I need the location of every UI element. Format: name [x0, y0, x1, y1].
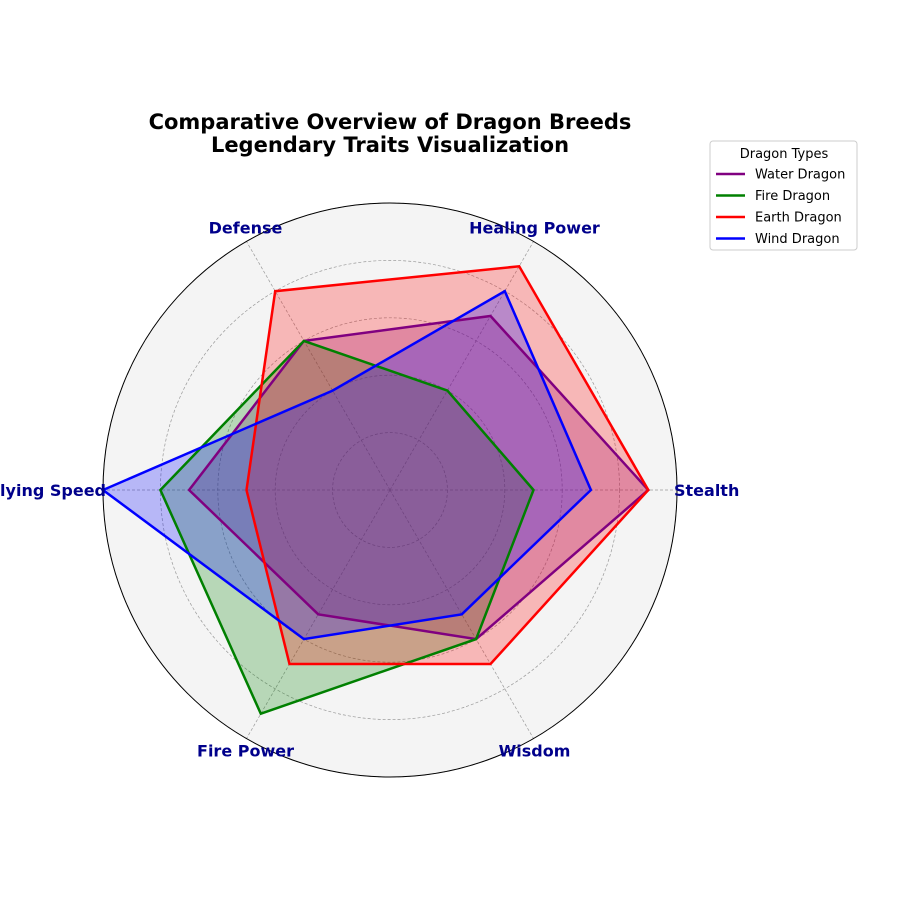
axis-label-1: Healing Power [469, 219, 600, 238]
radar-grid-circle [274, 374, 506, 606]
legend-label-0: Water Dragon [755, 168, 845, 183]
radar-spoke [246, 489, 391, 739]
legend-label-3: Wind Dragon [755, 232, 840, 247]
radar-spoke [246, 241, 391, 491]
axis-label-4: Fire Power [197, 741, 294, 760]
series-area-0 [189, 316, 649, 640]
legend-label-1: Fire Dragon [755, 189, 830, 204]
plot-area: Stealth Healing Power Defense Flying Speed F… [0, 202, 739, 778]
series-line-1 [158, 339, 535, 716]
chart-title-line1: Comparative Overview of Dragon Breeds [149, 110, 632, 134]
legend-title: Dragon Types [740, 147, 829, 162]
legend-label-2: Earth Dragon [755, 211, 842, 226]
axis-label-0: Stealth [674, 481, 739, 500]
radar-spoke [389, 489, 534, 739]
axis-label-3: Flying Speed [0, 481, 106, 500]
axis-label-2: Defense [209, 219, 283, 238]
legend-frame [709, 140, 858, 251]
axis-label-5: Wisdom [499, 741, 571, 760]
series-area-2 [246, 266, 649, 664]
series-line-2 [245, 264, 650, 666]
legend: Dragon Types Water Dragon Fire Dragon Eart… [709, 140, 858, 251]
series-line-3 [100, 289, 593, 641]
series-area-3 [103, 291, 591, 640]
radar-spoke [389, 241, 534, 491]
chart-title-line2: Legendary Traits Visualization [211, 133, 569, 157]
